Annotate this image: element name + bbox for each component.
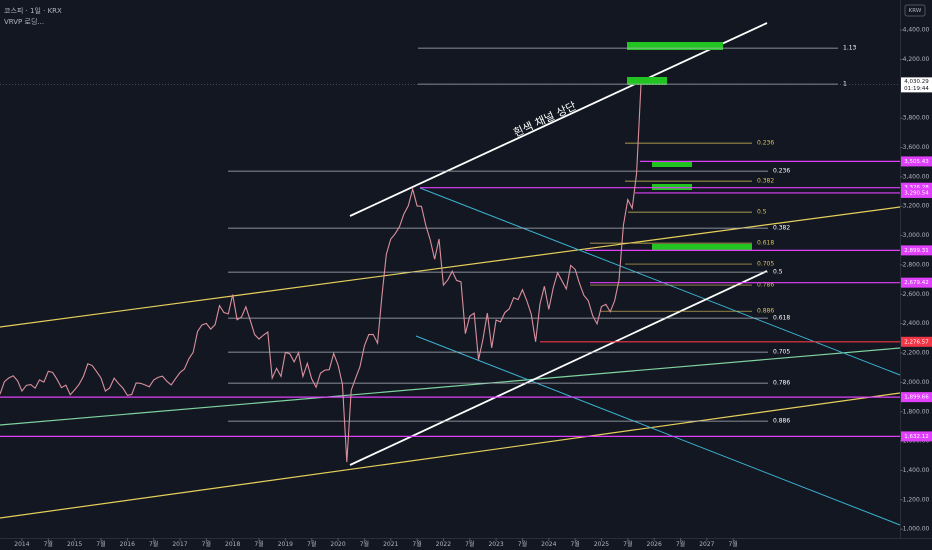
y-tick-label: 1,400.00 xyxy=(903,467,930,474)
x-tick-label: 7월 xyxy=(518,540,527,548)
fib-ratio-label: 0.786 xyxy=(773,380,790,387)
x-tick-label: 2022 xyxy=(436,541,451,548)
trend-line xyxy=(419,187,901,376)
x-tick-label: 7월 xyxy=(570,540,579,548)
price-label-box xyxy=(901,182,932,193)
price-label: 2,899.31 xyxy=(904,248,929,254)
y-tick-label: 3,400.00 xyxy=(903,173,930,180)
fib-ratio-label: 1.13 xyxy=(843,45,857,52)
x-tick-label: 7월 xyxy=(465,540,474,548)
x-tick-label: 2015 xyxy=(67,541,82,548)
current-price-label: 4,030.29 xyxy=(904,79,929,85)
y-tick-label: 3,000.00 xyxy=(903,232,930,239)
fib-ratio-label: 0.236 xyxy=(757,140,774,147)
price-label: 2,276.57 xyxy=(904,339,929,345)
fib-ratio-label: 0.886 xyxy=(757,308,774,315)
fib-ratio-label: 0.618 xyxy=(773,315,790,322)
fib-ratio-label: 0.705 xyxy=(773,349,790,356)
fib-ratio-label: 0.236 xyxy=(773,168,790,175)
x-tick-label: 2025 xyxy=(594,541,609,548)
indicator-status: VRVP 로딩... xyxy=(4,17,44,26)
x-tick-label: 7월 xyxy=(202,540,211,548)
fib-ratio-label: 0.618 xyxy=(757,240,774,247)
fib-ratio-label: 0.705 xyxy=(757,261,774,268)
currency[interactable]: KRW xyxy=(909,8,922,14)
x-tick-label: 2021 xyxy=(383,541,398,548)
price-series xyxy=(0,84,642,463)
x-tick-label: 2016 xyxy=(120,541,135,548)
trend-line xyxy=(415,335,901,526)
x-tick-label: 2018 xyxy=(225,541,240,548)
x-tick-label: 7월 xyxy=(149,540,158,548)
y-tick-label: 2,400.00 xyxy=(903,320,930,327)
target-zone xyxy=(627,42,723,50)
target-zone xyxy=(652,244,752,250)
price-label: 3,505.43 xyxy=(904,159,929,165)
y-tick-label: 2,800.00 xyxy=(903,261,930,268)
price-label-box xyxy=(901,336,932,347)
x-tick-label: 7월 xyxy=(412,540,421,548)
price-label-box xyxy=(901,277,932,288)
channel-lower xyxy=(349,270,768,466)
price-label: 1,632.12 xyxy=(904,434,929,440)
target-zone xyxy=(627,77,667,85)
y-tick-label: 3,200.00 xyxy=(903,203,930,210)
x-tick-label: 2023 xyxy=(488,541,503,548)
fib-ratio-label: 0.786 xyxy=(757,282,774,289)
current-price-box xyxy=(901,77,932,93)
fib-ratio-label: 0.5 xyxy=(757,209,767,216)
fib-ratio-label: 0.5 xyxy=(773,269,783,276)
x-tick-label: 7월 xyxy=(96,540,105,548)
y-tick-label: 1,200.00 xyxy=(903,496,930,503)
x-tick-label: 7월 xyxy=(360,540,369,548)
price-label-box xyxy=(901,431,932,442)
price-label-box xyxy=(901,245,932,256)
price-label: 3,290.54 xyxy=(904,190,929,196)
y-tick-label: 1,800.00 xyxy=(903,408,930,415)
price-label-box xyxy=(901,156,932,167)
x-tick-label: 2017 xyxy=(172,541,187,548)
fib-ratio-label: 0.382 xyxy=(757,178,774,185)
price-label-box xyxy=(901,392,932,403)
y-tick-label: 4,400.00 xyxy=(903,27,930,34)
trend-line xyxy=(0,206,901,328)
x-tick-label: 7월 xyxy=(728,540,737,548)
x-tick-label: 7월 xyxy=(44,540,53,548)
x-tick-label: 2020 xyxy=(330,541,345,548)
y-tick-label: 3,800.00 xyxy=(903,115,930,122)
x-tick-label: 2027 xyxy=(699,541,714,548)
currency-box[interactable] xyxy=(904,4,926,17)
x-tick-label: 7월 xyxy=(623,540,632,548)
countdown: 01:19:44 xyxy=(904,86,929,92)
y-tick-label: 1,000.00 xyxy=(903,526,930,533)
symbol-info: 코스피 · 1일 · KRX xyxy=(4,6,62,15)
fib-ratio-label: 0.382 xyxy=(773,225,790,232)
drawings xyxy=(0,22,901,526)
fib-ratio-label: 0.886 xyxy=(773,418,790,425)
fib-ratio-label: 1 xyxy=(843,81,847,88)
trend-line xyxy=(0,392,901,519)
x-tick-label: 2026 xyxy=(647,541,662,548)
target-zone xyxy=(652,161,692,167)
channel-upper xyxy=(349,22,768,217)
x-tick-label: 2019 xyxy=(278,541,293,548)
y-tick-label: 3,600.00 xyxy=(903,144,930,151)
x-tick-label: 2014 xyxy=(14,541,29,548)
x-tick-label: 7월 xyxy=(676,540,685,548)
price-label-box xyxy=(901,187,932,198)
y-tick-label: 2,200.00 xyxy=(903,350,930,357)
y-tick-label: 2,600.00 xyxy=(903,291,930,298)
x-tick-label: 2024 xyxy=(541,541,556,548)
price-label: 2,679.42 xyxy=(904,280,929,286)
target-zone xyxy=(652,184,692,190)
x-tick-label: 7월 xyxy=(254,540,263,548)
y-tick-label: 4,200.00 xyxy=(903,56,930,63)
x-tick-label: 7월 xyxy=(307,540,316,548)
price-label: 1,899.66 xyxy=(904,395,929,401)
y-tick-label: 2,000.00 xyxy=(903,379,930,386)
trend-line xyxy=(0,347,901,426)
